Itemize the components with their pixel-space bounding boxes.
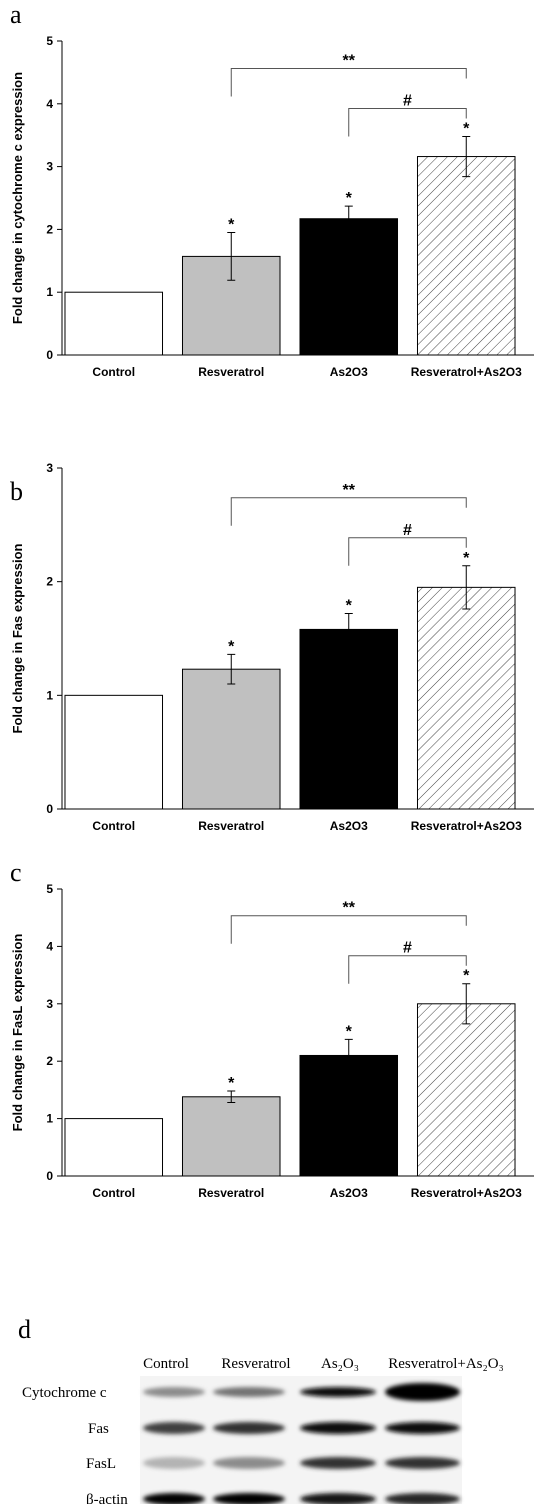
bracket-label: # (403, 92, 412, 109)
bar (182, 669, 280, 809)
y-tick-label: 4 (46, 97, 53, 111)
bar (300, 629, 398, 809)
panel-label: d (18, 1315, 31, 1344)
bar (65, 1119, 163, 1176)
bracket-label: # (403, 940, 412, 957)
y-tick-label: 3 (46, 160, 53, 174)
significance-star: * (228, 217, 235, 234)
blot-band (385, 1422, 460, 1434)
significance-star: * (346, 190, 353, 207)
bracket-label: ** (343, 900, 356, 917)
blot-column-label: Resveratrol+As₂O₃ (388, 1356, 504, 1372)
bracket (231, 916, 466, 944)
bracket-label: # (403, 522, 412, 539)
y-tick-label: 0 (46, 1169, 53, 1183)
blot-row-label: β-actin (86, 1492, 128, 1504)
blot-row-label: Cytochrome c (22, 1385, 107, 1401)
significance-star: * (228, 638, 235, 655)
blot-band (300, 1387, 376, 1397)
y-tick-label: 3 (46, 461, 53, 475)
y-tick-label: 2 (46, 1054, 53, 1068)
bracket-label: ** (343, 52, 356, 69)
bar (65, 695, 163, 809)
y-axis-title: Fold change in cytochrome c expression (10, 72, 25, 324)
significance-star: * (463, 968, 470, 985)
y-tick-label: 4 (46, 939, 53, 953)
x-tick-label: As2O3 (330, 819, 368, 833)
blot-band (300, 1422, 376, 1434)
bar (417, 587, 515, 809)
y-tick-label: 2 (46, 575, 53, 589)
y-tick-label: 2 (46, 222, 53, 236)
x-tick-label: Resveratrol (198, 1186, 264, 1200)
x-tick-label: Resveratrol+As2O3 (411, 1186, 522, 1200)
bracket-label: ** (343, 482, 356, 499)
significance-star: * (463, 550, 470, 567)
bracket (349, 538, 467, 566)
x-tick-label: Resveratrol (198, 819, 264, 833)
bar (182, 1097, 280, 1176)
x-tick-label: Control (92, 1186, 135, 1200)
panel-label: c (10, 858, 22, 887)
bracket (349, 956, 467, 984)
bar (65, 292, 163, 355)
significance-star: * (346, 1023, 353, 1040)
blot-column-label: Resveratrol (221, 1356, 290, 1372)
x-tick-label: Resveratrol (198, 365, 264, 379)
significance-star: * (228, 1075, 235, 1092)
y-tick-label: 0 (46, 348, 53, 362)
blot-band (143, 1457, 205, 1469)
significance-star: * (346, 597, 353, 614)
x-tick-label: Resveratrol+As2O3 (411, 365, 522, 379)
panel-label: a (10, 0, 22, 29)
bracket (231, 68, 466, 96)
x-tick-label: Control (92, 365, 135, 379)
y-tick-label: 5 (46, 34, 53, 48)
y-tick-label: 1 (46, 688, 53, 702)
blot-band (385, 1457, 460, 1469)
blot-row-label: Fas (88, 1421, 109, 1437)
bar (417, 1004, 515, 1176)
y-tick-label: 1 (46, 285, 53, 299)
blot-band (213, 1422, 285, 1434)
bar (300, 219, 398, 355)
x-tick-label: As2O3 (330, 1186, 368, 1200)
blot-band (143, 1387, 205, 1397)
significance-star: * (463, 120, 470, 137)
y-axis-title: Fold change in FasL expression (10, 934, 25, 1132)
blot-column-label: As₂O₃ (321, 1356, 359, 1372)
y-tick-label: 5 (46, 882, 53, 896)
bracket (231, 498, 466, 526)
y-tick-label: 3 (46, 997, 53, 1011)
y-tick-label: 1 (46, 1112, 53, 1126)
blot-band (300, 1457, 376, 1469)
panel-label: b (10, 477, 23, 506)
blot-band (213, 1457, 285, 1469)
bracket (349, 108, 467, 136)
y-tick-label: 0 (46, 802, 53, 816)
bar (417, 157, 515, 355)
bar (300, 1055, 398, 1176)
blot-band (213, 1387, 285, 1397)
blot-band (385, 1383, 460, 1401)
blot-band (143, 1422, 205, 1434)
blot-column-label: Control (143, 1356, 189, 1372)
y-axis-title: Fold change in Fas expression (10, 543, 25, 733)
figure: a Fold change in cytochrome c expression 0… (0, 0, 534, 1504)
x-tick-label: Control (92, 819, 135, 833)
x-tick-label: Resveratrol+As2O3 (411, 819, 522, 833)
x-tick-label: As2O3 (330, 365, 368, 379)
blot-row-label: FasL (86, 1456, 116, 1472)
